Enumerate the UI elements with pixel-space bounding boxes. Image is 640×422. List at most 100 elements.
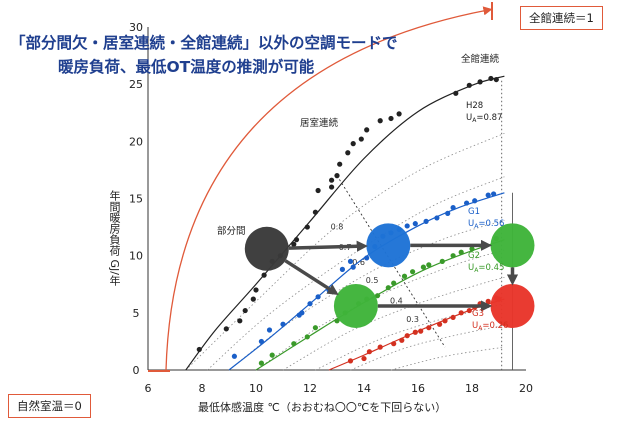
data-point-h28 (337, 161, 343, 167)
label-living-room-continuous: 居室連続 (300, 117, 339, 129)
data-point-h28 (196, 346, 202, 353)
data-point-g2 (469, 246, 475, 252)
data-point-g2 (374, 293, 381, 299)
mode-arrow (284, 259, 339, 295)
data-point-h28 (250, 296, 256, 302)
ua-label-h28: UA=0.87 (466, 113, 502, 124)
data-point-h28 (396, 111, 402, 117)
x-tick-label: 18 (465, 382, 479, 395)
title-line-2: 暖房負荷、最低OT温度の推測が可能 (58, 58, 315, 76)
mode-circle (333, 283, 378, 328)
data-point-g1 (347, 258, 354, 264)
data-point-h28 (350, 141, 356, 147)
data-point-h28 (293, 237, 300, 243)
data-point-h28 (237, 318, 243, 324)
data-point-g3 (404, 333, 410, 339)
reference-curve (390, 346, 505, 371)
mode-circle (490, 283, 535, 328)
data-point-g3 (412, 329, 418, 335)
x-tick-label: 20 (519, 382, 533, 395)
data-point-h28 (345, 150, 351, 156)
data-point-h28 (358, 136, 364, 142)
data-point-g2 (450, 253, 456, 259)
data-point-g1 (423, 218, 429, 224)
y-tick-label: 20 (129, 135, 143, 148)
data-point-g3 (466, 307, 472, 314)
x-tick-label: 12 (303, 382, 317, 395)
y-tick-label: 25 (129, 78, 143, 91)
data-point-g1 (445, 210, 451, 216)
data-point-g3 (418, 328, 424, 334)
data-point-g3 (347, 358, 354, 364)
data-point-g2 (458, 249, 464, 255)
group-label-g3: G3 (472, 309, 484, 319)
data-point-h28 (388, 115, 394, 122)
reference-ratio-label: 0.5 (366, 276, 379, 285)
group-label-g1: G1 (468, 207, 480, 217)
data-point-h28 (315, 187, 321, 194)
data-point-g2 (420, 264, 426, 270)
data-point-g1 (434, 215, 440, 221)
data-point-g1 (404, 223, 410, 229)
ua-label-g1: UA=0.56 (468, 219, 504, 230)
group-label-h28: H28 (466, 101, 483, 111)
x-tick-label: 6 (145, 382, 152, 395)
data-point-h28 (488, 75, 494, 82)
data-point-g3 (485, 298, 491, 304)
data-point-g1 (280, 321, 286, 327)
data-point-g1 (485, 192, 491, 198)
data-point-h28 (364, 127, 370, 133)
y-tick-label: 10 (129, 250, 143, 263)
data-point-g3 (377, 344, 383, 350)
data-point-g2 (385, 285, 391, 291)
data-point-h28 (261, 272, 267, 278)
reference-ratio-label: 0.4 (390, 297, 403, 306)
data-point-h28 (312, 209, 318, 215)
data-point-g3 (442, 318, 448, 324)
reference-curve (350, 325, 505, 371)
data-point-h28 (291, 241, 297, 247)
data-point-h28 (223, 326, 229, 332)
data-point-g2 (334, 318, 340, 324)
fit-curve-h28 (185, 75, 505, 371)
data-point-h28 (253, 287, 259, 293)
data-point-g1 (491, 191, 497, 197)
data-point-g1 (258, 338, 264, 345)
y-tick-label: 30 (129, 21, 143, 34)
data-point-g3 (361, 355, 367, 362)
fit-curve-g1 (228, 192, 505, 371)
mode-circle (366, 223, 411, 268)
whole-house-continuous-box: 全館連続＝1 (520, 6, 603, 30)
data-point-g2 (439, 258, 445, 264)
data-point-g3 (426, 325, 432, 331)
data-point-h28 (329, 184, 335, 190)
y-tick-label: 5 (133, 307, 140, 320)
x-tick-label: 14 (357, 382, 371, 395)
ua-label-g3: UA=0.26 (472, 321, 508, 332)
reference-curve (207, 176, 505, 371)
data-point-h28 (477, 79, 483, 85)
natural-room-temp-box: 自然室温＝0 (8, 394, 91, 418)
data-point-g1 (464, 200, 470, 206)
x-tick-label: 16 (411, 382, 425, 395)
data-point-g1 (364, 255, 370, 261)
x-axis-label: 最低体感温度 ℃（おおむね〇〇℃を下回らない） (198, 401, 447, 414)
data-point-g2 (391, 280, 397, 286)
data-point-g3 (450, 314, 456, 321)
reference-ratio-label: 0.3 (406, 315, 419, 324)
mode-circle (244, 226, 289, 271)
mode-arrow (288, 240, 368, 252)
data-point-g1 (339, 266, 345, 272)
ua-label-g2: UA=0.45 (468, 263, 504, 274)
reference-ratio-label: 0.8 (331, 222, 344, 231)
label-partial-intermittent: 部分間 (217, 225, 246, 237)
data-point-g3 (391, 341, 397, 347)
title-line-1: 「部分間欠・居室連続・全館連続」以外の空調モードで (10, 34, 398, 52)
data-point-g3 (399, 337, 405, 343)
y-axis-label: 年間暖房負荷 GJ/年 (108, 190, 121, 286)
data-point-g1 (412, 221, 418, 227)
label-whole-house: 全館連続 (461, 53, 500, 65)
data-point-g1 (350, 264, 356, 270)
data-point-g2 (304, 334, 310, 340)
